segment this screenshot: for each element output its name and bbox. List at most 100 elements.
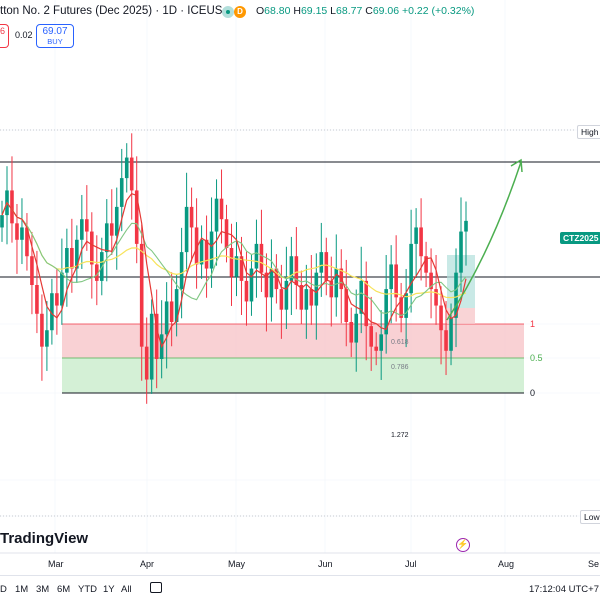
candle-body	[35, 285, 39, 314]
arrow-head	[510, 158, 523, 173]
candle-body	[404, 293, 408, 318]
x-label-may: May	[228, 559, 246, 569]
candle-body	[349, 322, 354, 343]
candle-body	[70, 248, 74, 269]
candle-body	[219, 198, 224, 220]
candle-body	[364, 280, 369, 327]
candle-body	[30, 256, 34, 285]
candle-body	[45, 330, 49, 347]
price-chart[interactable]	[0, 0, 600, 575]
position-box-red	[447, 308, 475, 324]
ohlc-open: 68.80	[264, 5, 291, 17]
buy-button[interactable]: 69.07 BUY	[36, 24, 74, 48]
fib-label-0-618: 0.618	[391, 339, 409, 346]
ohlc-low-key: L	[330, 5, 337, 17]
candle-body	[309, 289, 314, 306]
candle-body	[384, 289, 388, 335]
fib-zone-green	[62, 358, 524, 393]
x-label-jun: Jun	[318, 559, 333, 569]
candle-body	[354, 313, 359, 343]
candle-body	[55, 293, 59, 306]
candle-body	[75, 239, 79, 269]
market-status-icon	[222, 6, 234, 18]
candle-body	[429, 272, 433, 290]
low-tag: Low	[580, 510, 600, 524]
ma-green-line	[1, 201, 467, 317]
candle-body	[279, 289, 284, 310]
candle-body	[94, 264, 99, 281]
candle-body	[154, 313, 159, 359]
candle-body	[329, 280, 334, 298]
candle-body	[419, 227, 423, 257]
candle-body	[464, 220, 468, 232]
candle-body	[399, 297, 403, 318]
candle-body	[379, 334, 383, 351]
fib-zone-red	[62, 324, 524, 358]
candle-body	[199, 239, 204, 265]
ohlc-low: 68.77	[336, 5, 363, 17]
ohlc-readout: O68.80 H69.15 L68.77 C69.06 +0.22 (+0.32…	[256, 5, 474, 17]
candle-body	[299, 285, 304, 310]
candle-body	[65, 248, 69, 273]
candle-body	[169, 301, 174, 322]
candle-body	[104, 223, 109, 253]
high-tag: High	[577, 125, 600, 139]
tf-1m[interactable]: 1M	[15, 584, 29, 595]
tf-3m[interactable]: 3M	[36, 584, 50, 595]
symbol-price-tag: CTZ2025	[560, 232, 600, 244]
candle-body	[20, 227, 24, 240]
delay-badge: D	[234, 6, 246, 18]
clock-readout[interactable]: 17:12:04 UTC+7	[529, 584, 599, 595]
candle-body	[229, 248, 234, 277]
candle-body	[129, 157, 134, 191]
calendar-icon[interactable]	[150, 582, 162, 593]
lightning-icon[interactable]: ⚡	[456, 538, 470, 552]
candle-body	[134, 190, 139, 244]
candle-body	[284, 280, 289, 310]
candle-body	[294, 256, 299, 285]
fib-label-0-786: 0.786	[391, 364, 409, 371]
candle-body	[409, 243, 413, 294]
ohlc-high: 69.15	[300, 5, 328, 17]
candle-body	[164, 301, 169, 335]
buy-price: 69.07	[42, 26, 68, 37]
candle-body	[269, 268, 274, 298]
ma-yellow-line	[1, 201, 467, 299]
candle-body	[139, 243, 144, 347]
x-label-mar: Mar	[48, 559, 64, 569]
candle-body	[454, 272, 458, 318]
candle-body	[119, 178, 124, 207]
candle-body	[264, 272, 269, 298]
candle-body	[149, 313, 154, 380]
candle-body	[214, 198, 219, 232]
candle-body	[0, 215, 4, 228]
fib-label-0: 0	[530, 388, 536, 398]
candle-body	[394, 264, 398, 298]
chart-grid	[0, 0, 600, 553]
tf-d[interactable]: D	[0, 584, 7, 595]
ohlc-high-key: H	[293, 5, 301, 17]
candle-body	[444, 330, 448, 351]
candle-body	[50, 293, 54, 331]
candle-body	[124, 157, 129, 179]
ohlc-change: +0.22 (+0.32%)	[402, 5, 475, 17]
candle-body	[359, 280, 364, 314]
tf-6m[interactable]: 6M	[57, 584, 71, 595]
candle-body	[274, 268, 279, 290]
candle-body	[324, 252, 329, 281]
candle-body	[319, 252, 324, 273]
x-label-sep: Se	[588, 559, 600, 569]
candle-body	[439, 305, 443, 331]
tradingview-logo[interactable]: TradingView	[0, 530, 89, 547]
candle-body	[369, 326, 374, 347]
tf-1y[interactable]: 1Y	[103, 584, 115, 595]
x-label-aug: Aug	[498, 559, 515, 569]
tf-ytd[interactable]: YTD	[78, 584, 97, 595]
symbol-title[interactable]: tton No. 2 Futures (Dec 2025) · 1D · ICE…	[0, 5, 223, 17]
candle-body	[304, 289, 309, 310]
candle-body	[174, 289, 179, 322]
sell-button[interactable]: 6	[0, 24, 9, 48]
candle-body	[15, 223, 19, 240]
candle-body	[259, 243, 264, 273]
tf-all[interactable]: All	[121, 584, 132, 595]
